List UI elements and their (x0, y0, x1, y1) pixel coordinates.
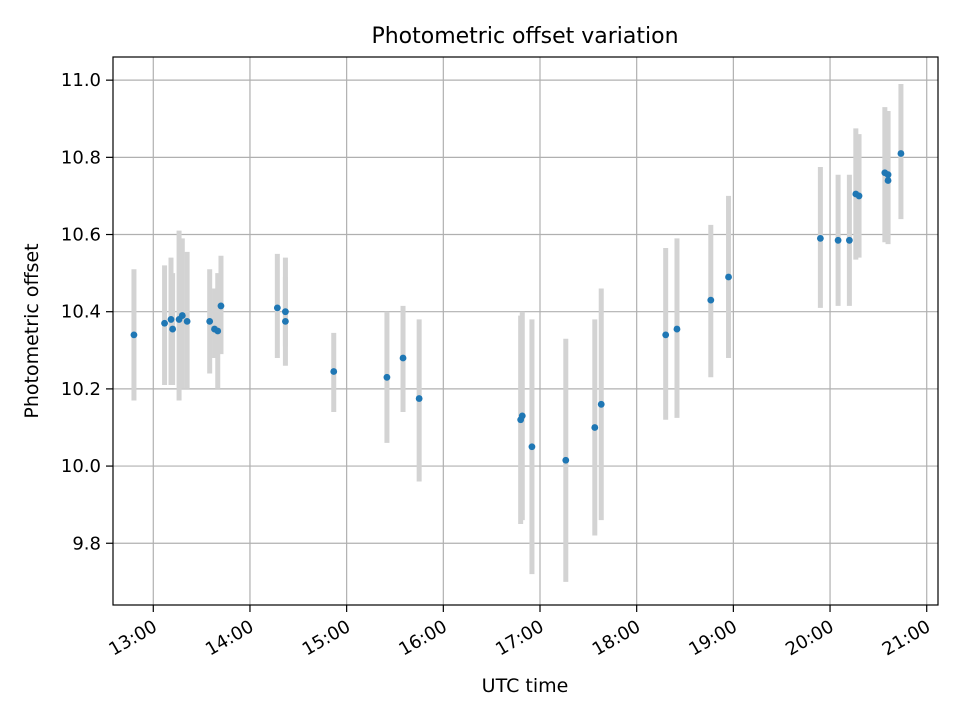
y-tick-label: 11.0 (61, 70, 101, 91)
data-point (518, 412, 526, 420)
y-axis-ticks: 9.8 10.0 10.2 10.4 10.6 10.8 11.0 (61, 70, 113, 554)
data-point (183, 317, 191, 325)
data-point (273, 304, 281, 312)
data-point (206, 317, 214, 325)
data-point (383, 373, 391, 381)
y-tick-label: 10.4 (61, 302, 101, 323)
data-point (897, 150, 905, 157)
y-tick-label: 10.2 (61, 379, 101, 400)
y-tick-label: 10.8 (61, 147, 101, 168)
data-point (130, 331, 138, 339)
plot-area (113, 57, 938, 605)
data-point (834, 236, 842, 244)
data-point (816, 234, 824, 242)
grid-lines (113, 57, 938, 605)
data-point (167, 316, 175, 323)
data-point (884, 177, 892, 184)
data-point (562, 456, 570, 464)
data-point (214, 327, 222, 335)
data-point (282, 308, 289, 316)
data-point (282, 317, 289, 325)
data-point (399, 354, 407, 362)
y-tick-label: 10.0 (61, 456, 101, 477)
data-points (130, 150, 905, 464)
data-point (330, 368, 338, 375)
data-point (528, 443, 536, 451)
data-point (178, 312, 186, 319)
data-point (591, 424, 599, 431)
plot-frame (112, 56, 939, 606)
data-point (884, 171, 892, 179)
data-point (845, 236, 853, 244)
data-point (725, 273, 732, 281)
y-axis-label: Photometric offset (21, 243, 43, 418)
y-tick-label: 9.8 (72, 533, 101, 554)
y-tick-label: 10.6 (61, 225, 101, 246)
data-point (217, 302, 225, 310)
data-point (855, 192, 863, 200)
data-point (161, 319, 168, 327)
data-point (597, 400, 605, 408)
data-point (169, 325, 177, 333)
chart-title: Photometric offset variation (371, 24, 678, 49)
data-point (707, 296, 715, 304)
x-axis-label: UTC time (482, 675, 569, 697)
data-point (673, 325, 681, 333)
data-point (415, 395, 423, 402)
data-point (662, 331, 670, 339)
